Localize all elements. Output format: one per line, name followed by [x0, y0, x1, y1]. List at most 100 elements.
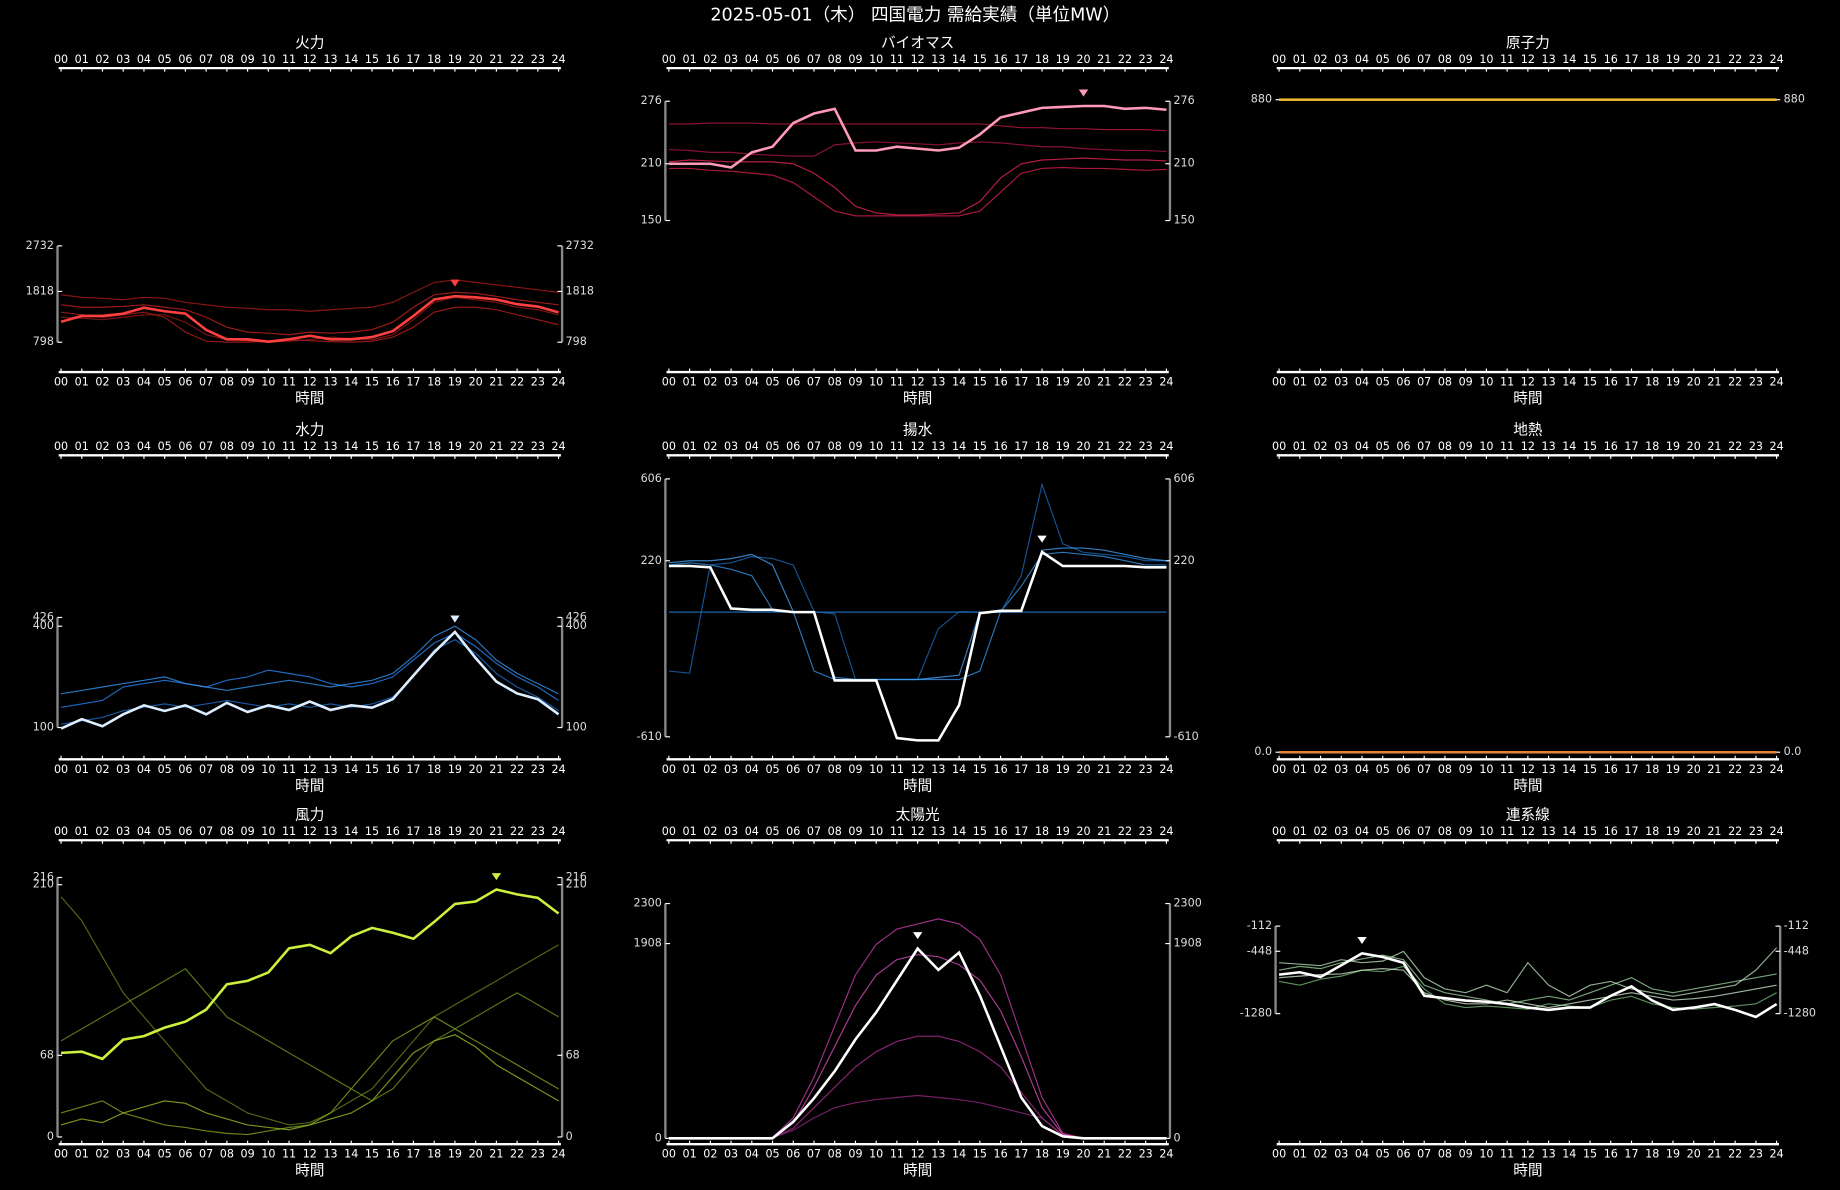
- x-tick-label: 03: [116, 376, 130, 389]
- y-tick-label: 0: [47, 1130, 54, 1143]
- x-tick-label: 07: [807, 440, 821, 453]
- x-tick-label: 01: [75, 1148, 89, 1161]
- x-axis-title: 時間: [1513, 390, 1542, 407]
- x-axis-title: 時間: [1513, 1162, 1542, 1179]
- x-tick-label: 12: [911, 376, 925, 389]
- x-tick-label: 10: [869, 825, 883, 838]
- x-tick-label: 10: [869, 376, 883, 389]
- x-tick-label: 24: [1159, 376, 1173, 389]
- x-tick-label: 12: [303, 440, 317, 453]
- x-tick-label: 07: [807, 53, 821, 66]
- y-tick-label: 1908: [1173, 937, 1201, 950]
- x-tick-label: 04: [137, 825, 151, 838]
- x-tick-label: 19: [448, 53, 462, 66]
- y-tick-label: 2300: [1173, 897, 1201, 910]
- x-tick-label: 19: [1056, 1148, 1070, 1161]
- x-tick-label: 06: [786, 440, 800, 453]
- x-tick-label: 24: [551, 376, 565, 389]
- chart-title: バイオマス: [881, 34, 954, 51]
- x-tick-label: 12: [1521, 376, 1535, 389]
- x-tick-label: 13: [931, 763, 945, 776]
- x-tick-label: 08: [220, 440, 234, 453]
- x-tick-label: 05: [1376, 440, 1390, 453]
- x-tick-label: 07: [199, 376, 213, 389]
- x-tick-label: 07: [199, 53, 213, 66]
- x-tick-label: 15: [365, 440, 379, 453]
- line: [668, 547, 1167, 681]
- x-tick-label: 24: [1159, 825, 1173, 838]
- x-tick-label: 21: [1707, 440, 1721, 453]
- y-tick-label: 68: [566, 1048, 580, 1061]
- x-tick-label: 11: [282, 53, 296, 66]
- y-tick-label: 0.0: [1784, 745, 1802, 758]
- x-tick-label: 01: [75, 763, 89, 776]
- x-tick-label: 19: [448, 440, 462, 453]
- x-tick-label: 09: [848, 440, 862, 453]
- y-tick-label: 0.0: [1254, 745, 1272, 758]
- x-tick-label: 05: [158, 376, 172, 389]
- x-tick-label: 00: [54, 440, 68, 453]
- x-tick-label: 02: [95, 53, 109, 66]
- y-tick-label: 606: [1173, 472, 1194, 485]
- x-tick-label: 03: [1334, 440, 1348, 453]
- line: [60, 896, 559, 1126]
- x-tick-label: 17: [1014, 825, 1028, 838]
- x-tick-label: 23: [531, 1148, 545, 1161]
- x-tick-label: 17: [406, 376, 420, 389]
- x-tick-label: 04: [745, 53, 759, 66]
- x-tick-label: 09: [1459, 376, 1473, 389]
- x-tick-label: 08: [1438, 763, 1452, 776]
- line: [668, 157, 1167, 216]
- x-tick-label: 04: [745, 763, 759, 776]
- x-tick-label: 16: [386, 440, 400, 453]
- x-tick-label: 17: [406, 440, 420, 453]
- x-tick-label: 02: [95, 763, 109, 776]
- x-tick-label: 05: [1376, 1148, 1390, 1161]
- x-tick-label: 16: [386, 1148, 400, 1161]
- x-axis-title: 時間: [295, 1162, 324, 1179]
- x-tick-label: 15: [365, 763, 379, 776]
- x-tick-label: 13: [1542, 763, 1556, 776]
- y-tick-label: 798: [566, 335, 587, 348]
- x-tick-label: 03: [1334, 53, 1348, 66]
- x-tick-label: 09: [1459, 53, 1473, 66]
- x-tick-label: 15: [365, 825, 379, 838]
- x-tick-label: 12: [1521, 53, 1535, 66]
- x-tick-label: 07: [807, 763, 821, 776]
- y-tick-label: 400: [566, 619, 587, 632]
- x-tick-label: 02: [95, 440, 109, 453]
- x-tick-label: 20: [469, 763, 483, 776]
- x-tick-label: 01: [683, 376, 697, 389]
- x-tick-label: 03: [724, 825, 738, 838]
- x-tick-label: 23: [1139, 1148, 1153, 1161]
- x-tick-label: 00: [1272, 763, 1286, 776]
- x-tick-label: 16: [386, 53, 400, 66]
- x-tick-label: 12: [1521, 1148, 1535, 1161]
- x-tick-label: 14: [344, 825, 358, 838]
- x-tick-label: 15: [973, 376, 987, 389]
- x-tick-label: 07: [1417, 1148, 1431, 1161]
- x-tick-label: 22: [1118, 763, 1132, 776]
- x-tick-label: 11: [1500, 53, 1514, 66]
- x-tick-label: 13: [931, 376, 945, 389]
- y-tick-label: -448: [1247, 944, 1272, 957]
- x-tick-label: 02: [95, 376, 109, 389]
- x-tick-label: 10: [261, 763, 275, 776]
- y-tick-label: 426: [33, 610, 54, 623]
- x-tick-label: 14: [344, 1148, 358, 1161]
- x-tick-label: 17: [1014, 1148, 1028, 1161]
- x-tick-label: 08: [828, 53, 842, 66]
- x-tick-label: 04: [137, 440, 151, 453]
- x-tick-label: 15: [973, 440, 987, 453]
- x-tick-label: 08: [1438, 376, 1452, 389]
- y-tick-label: -610: [1173, 730, 1198, 743]
- x-tick-label: 04: [1355, 53, 1369, 66]
- x-tick-label: 11: [890, 376, 904, 389]
- x-tick-label: 20: [1687, 1148, 1701, 1161]
- x-tick-label: 22: [510, 763, 524, 776]
- x-tick-label: 15: [365, 1148, 379, 1161]
- x-tick-label: 23: [531, 376, 545, 389]
- x-tick-label: 20: [1687, 825, 1701, 838]
- x-tick-label: 00: [1272, 1148, 1286, 1161]
- x-tick-label: 10: [1479, 763, 1493, 776]
